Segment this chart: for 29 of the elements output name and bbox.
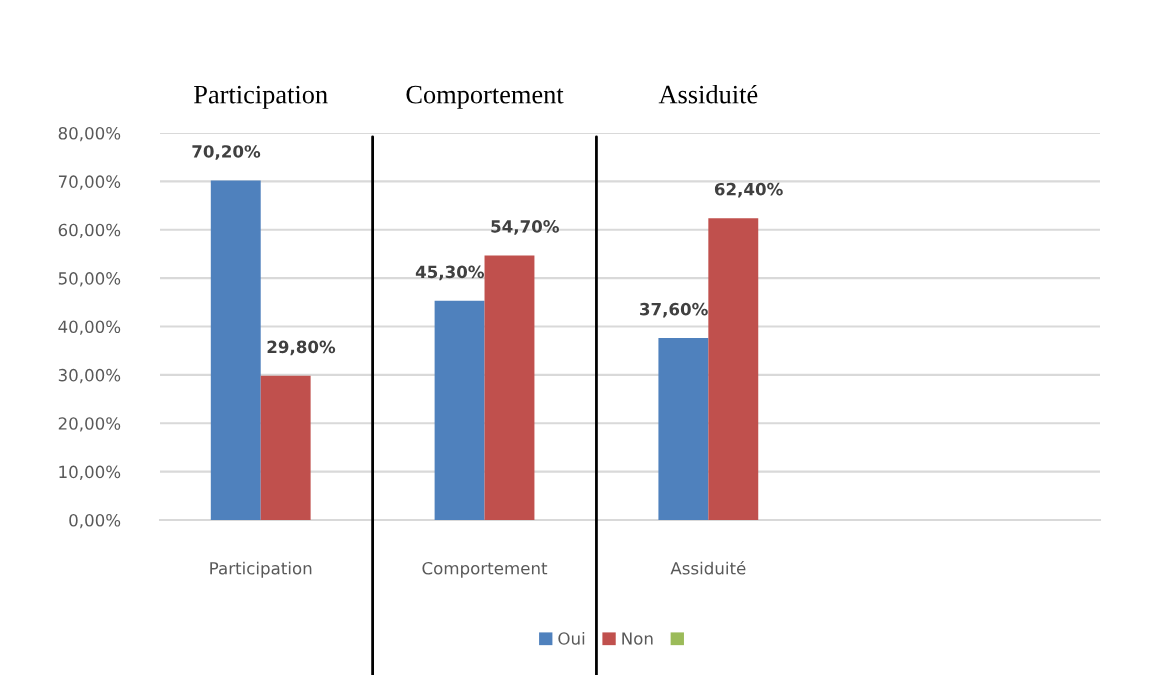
data-label: 62,40%: [714, 182, 783, 198]
text: Assiduité: [670, 561, 746, 575]
legend-label: Non: [622, 632, 653, 645]
text: Participation: [210, 561, 312, 578]
y-tick-label: 40,00%: [58, 320, 121, 335]
bar: [708, 218, 759, 520]
bar: [434, 300, 485, 520]
y-tick-label: 60,00%: [58, 223, 121, 239]
x-tick-label: Comportement: [406, 85, 564, 109]
data-label: 37,60%: [640, 302, 708, 318]
x-tick-label: Assiduité: [658, 84, 758, 104]
y-tick-label: 30,00%: [58, 368, 121, 384]
legend-label: Oui: [558, 631, 585, 645]
bar: [658, 338, 709, 520]
y-tick-label: 50,00%: [58, 272, 121, 287]
bar: [484, 255, 535, 520]
bar: [210, 180, 261, 520]
y-tick-label: 10,00%: [59, 465, 121, 480]
y-tick-label: 80,00%: [58, 126, 121, 142]
data-label: 70,20%: [192, 145, 261, 160]
y-tick-label: 20,00%: [58, 417, 121, 432]
y-tick-label: 0,00%: [69, 513, 121, 529]
x-tick-label: Participation: [194, 85, 328, 109]
data-label: 45,30%: [415, 265, 484, 281]
data-label: 54,70%: [491, 220, 559, 235]
bar: [260, 375, 311, 520]
data-label: 29,80%: [267, 340, 336, 356]
y-tick-label: 70,00%: [58, 175, 121, 190]
text: Comportement: [422, 561, 548, 578]
